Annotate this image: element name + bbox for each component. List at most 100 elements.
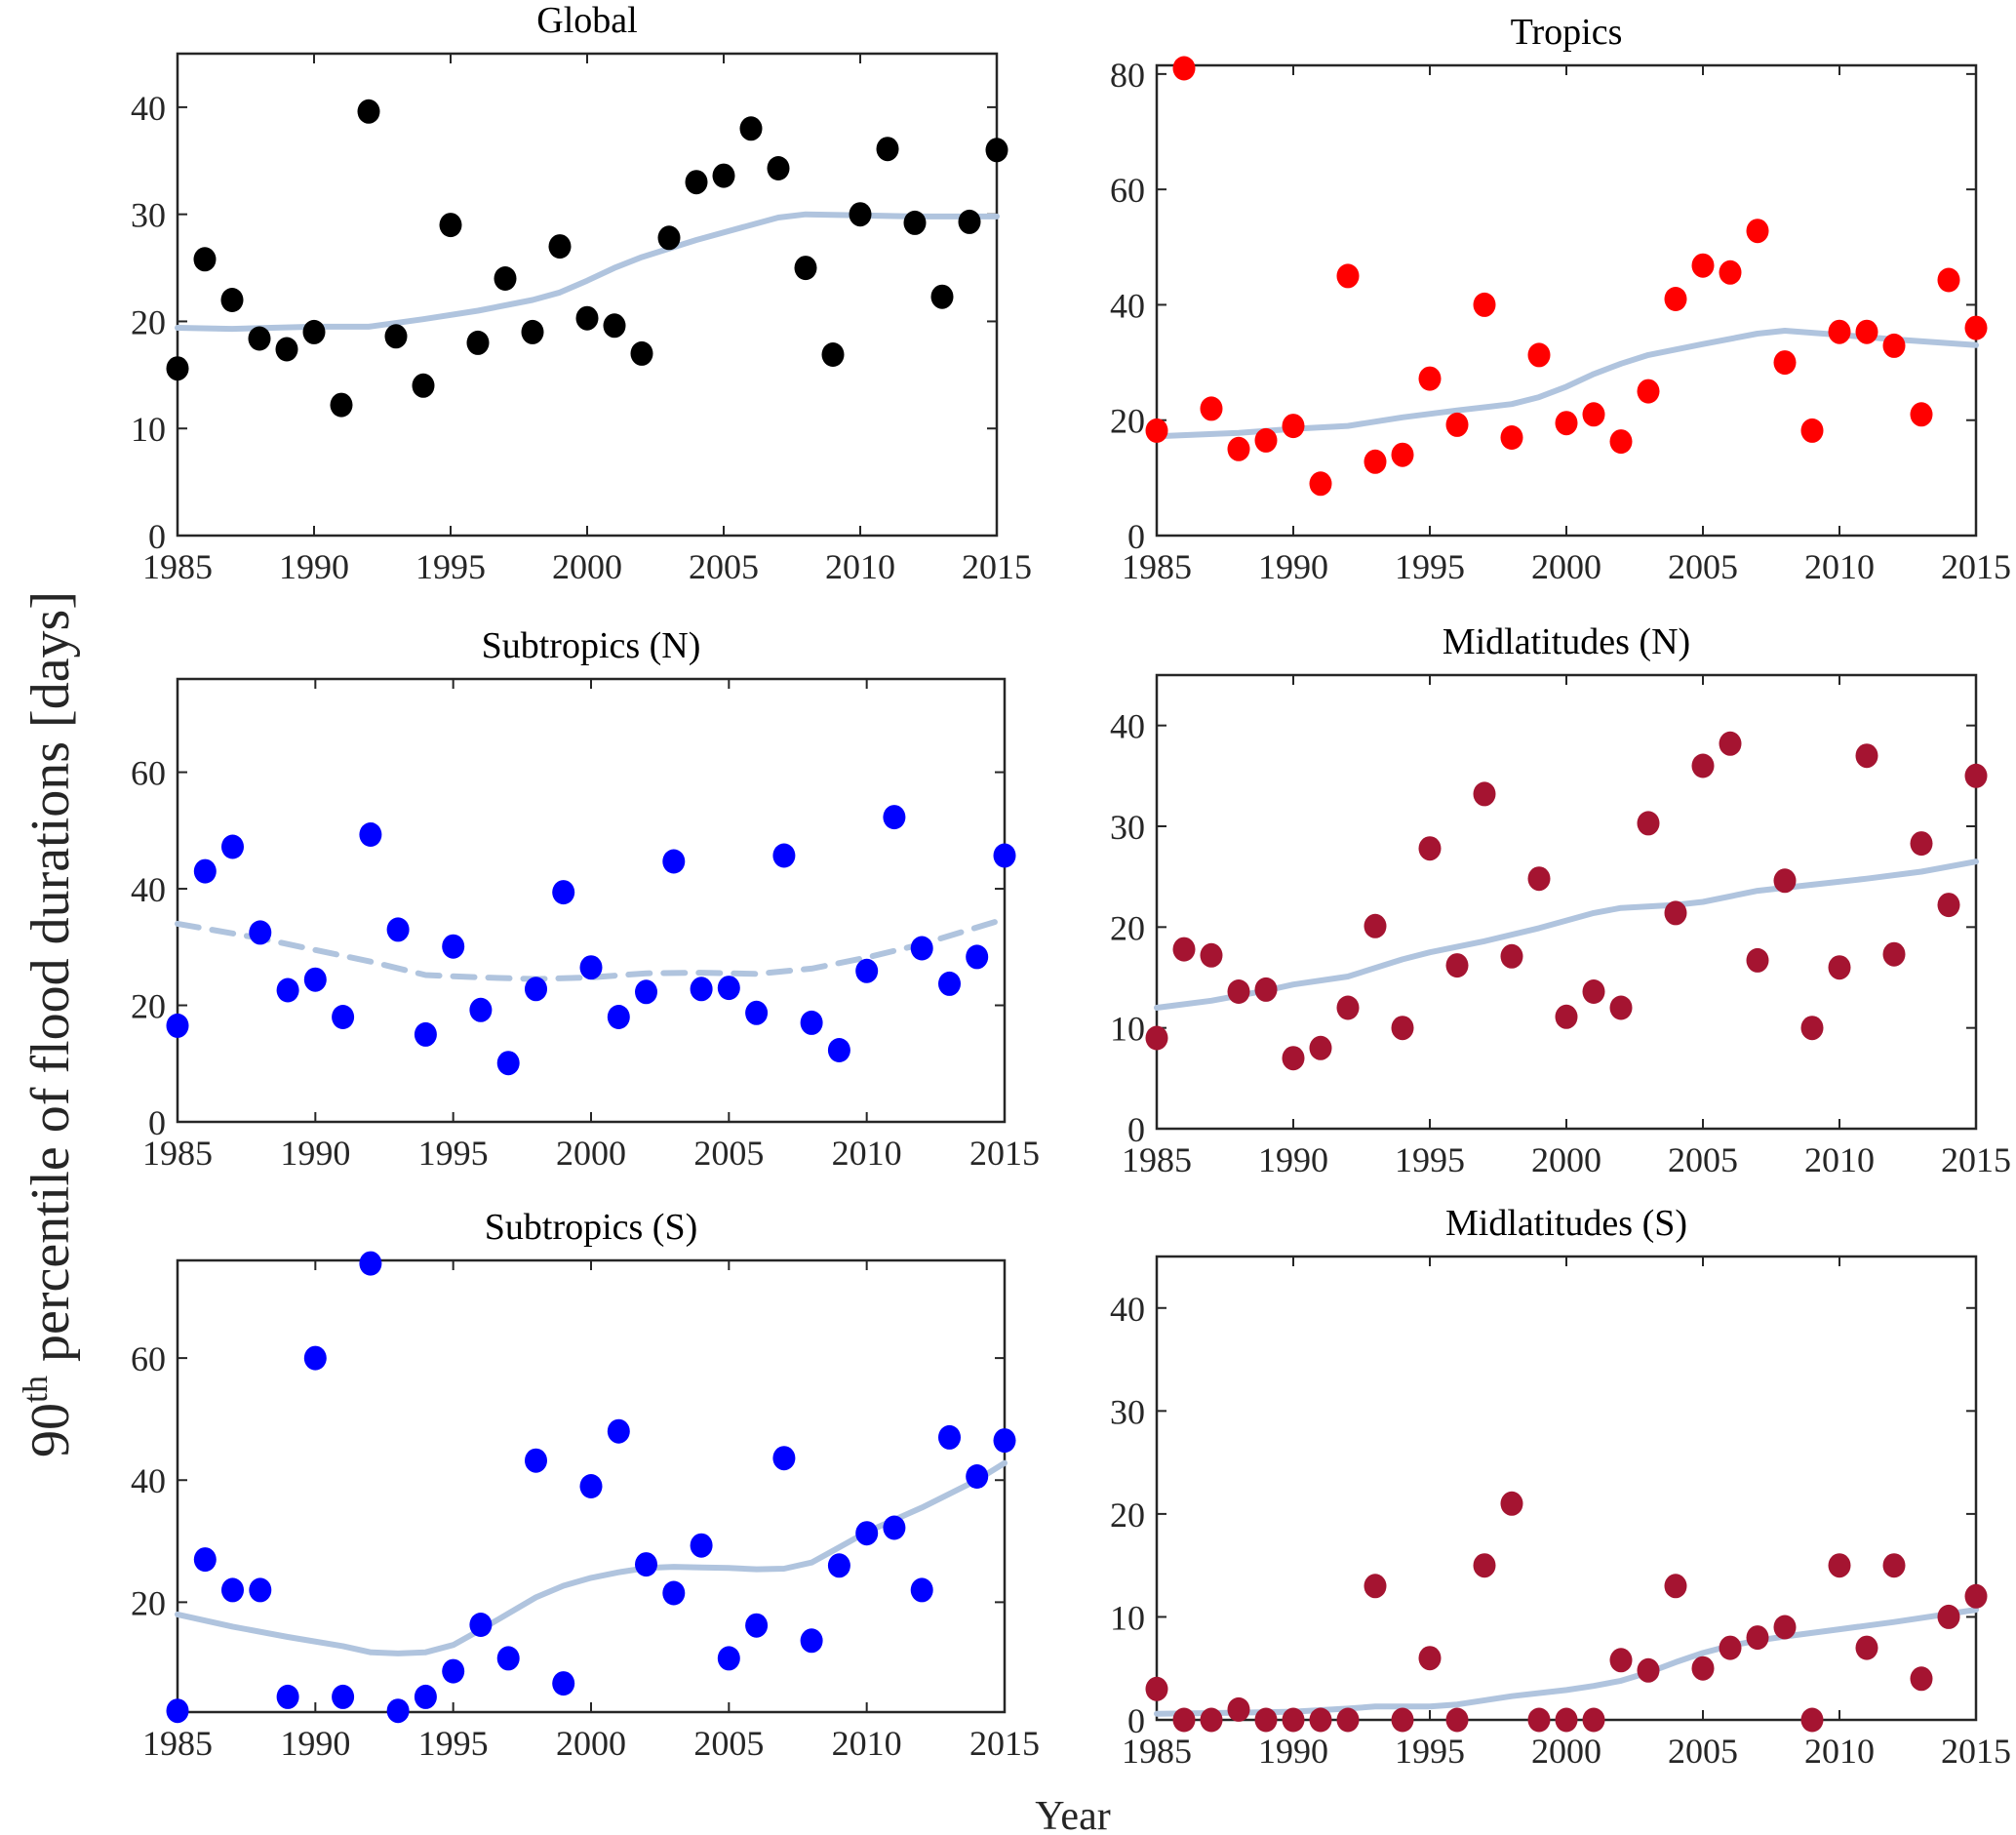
data-point-1993: [1364, 913, 1387, 938]
x-tick-label: 2000: [1531, 1140, 1601, 1179]
data-point-1986: [1172, 1707, 1196, 1733]
x-tick-label: 1990: [280, 1724, 350, 1763]
x-tick-label: 2000: [1531, 547, 1601, 586]
trend-line: [1154, 1607, 1979, 1717]
data-point-2010: [1828, 1553, 1851, 1578]
data-point-1999: [1527, 1707, 1551, 1733]
x-tick-label: 2005: [1668, 1140, 1738, 1179]
data-point-2005: [717, 976, 740, 1001]
x-tick-label: 2000: [556, 1134, 626, 1173]
x-tick-label: 2000: [556, 1724, 626, 1763]
panel-title: Midlatitudes (N): [1443, 621, 1690, 662]
data-point-1999: [1527, 866, 1551, 892]
data-point-2009: [1800, 1016, 1824, 1041]
data-point-1994: [1391, 1707, 1414, 1733]
data-point-1992: [359, 822, 382, 847]
data-point-2010: [849, 202, 872, 227]
data-point-1987: [221, 834, 244, 859]
data-point-1991: [1309, 1707, 1332, 1733]
data-point-2001: [607, 1418, 630, 1444]
y-tick-label: 40: [131, 89, 166, 128]
data-point-1985: [166, 356, 189, 381]
data-point-1990: [303, 967, 327, 992]
y-tick-label: 20: [131, 1583, 166, 1622]
y-tick-label: 40: [1110, 286, 1145, 325]
data-point-2003: [657, 225, 681, 251]
data-point-2007: [1746, 947, 1769, 973]
x-tick-label: 1995: [1395, 1732, 1465, 1771]
x-tick-label: 1990: [280, 1134, 350, 1173]
y-tick-label: 10: [1110, 1010, 1145, 1049]
data-point-2012: [910, 1577, 933, 1603]
data-point-1995: [442, 934, 465, 959]
data-point-2003: [662, 849, 686, 874]
data-point-2002: [635, 1552, 657, 1577]
data-point-2011: [883, 805, 906, 830]
data-point-1986: [1172, 56, 1196, 81]
data-point-1994: [1391, 1016, 1414, 1041]
data-point-1987: [1200, 396, 1223, 421]
data-point-2009: [1800, 1707, 1824, 1733]
data-point-2000: [1555, 1707, 1578, 1733]
x-tick-label: 2015: [969, 1724, 1040, 1763]
data-point-2011: [1855, 1635, 1878, 1660]
data-point-1985: [166, 1698, 189, 1724]
data-point-1989: [1254, 1707, 1278, 1733]
panel-title: Subtropics (N): [482, 625, 701, 666]
x-tick-label: 2010: [1804, 547, 1875, 586]
data-point-2003: [662, 1580, 686, 1606]
data-point-1997: [1473, 292, 1496, 317]
data-point-1985: [1145, 1676, 1168, 1701]
data-point-2007: [1746, 1625, 1769, 1651]
y-tick-label: 20: [1110, 908, 1145, 947]
data-point-1997: [496, 1051, 520, 1076]
panel-title: Subtropics (S): [485, 1207, 698, 1248]
data-point-2015: [1964, 315, 1988, 340]
data-point-2003: [1637, 1657, 1660, 1683]
data-point-1998: [1500, 943, 1523, 969]
data-point-1996: [1445, 412, 1469, 437]
y-tick-label: 40: [1110, 1290, 1145, 1329]
data-point-1996: [1445, 1707, 1469, 1733]
data-point-1989: [275, 337, 298, 362]
x-tick-label: 1990: [279, 547, 349, 586]
data-point-2004: [1664, 1574, 1687, 1599]
data-point-1993: [386, 1698, 410, 1724]
data-point-1985: [1145, 1025, 1168, 1051]
data-point-1992: [357, 99, 380, 124]
data-point-2005: [712, 163, 735, 188]
data-point-2004: [690, 1533, 713, 1558]
y-tick-label: 20: [131, 302, 166, 341]
data-point-1993: [1364, 449, 1387, 474]
data-point-2014: [1937, 1604, 1960, 1629]
data-point-1997: [496, 1646, 520, 1671]
data-point-2009: [827, 1038, 850, 1062]
data-point-1986: [193, 858, 217, 884]
panel-midlatitudes-n: Midlatitudes (N)1985 1990 1995 2000 2005 2010…: [1110, 621, 2011, 1179]
data-point-2010: [855, 958, 879, 983]
data-point-1992: [1336, 995, 1360, 1020]
data-point-1993: [386, 917, 410, 942]
y-tick-label: 0: [1127, 1701, 1145, 1740]
data-point-1992: [1336, 1707, 1360, 1733]
data-point-1991: [332, 1684, 355, 1709]
data-point-1989: [276, 1684, 299, 1709]
data-point-2008: [1773, 1615, 1797, 1640]
data-point-1997: [1473, 781, 1496, 807]
data-point-1991: [330, 392, 353, 418]
data-point-2000: [579, 955, 603, 980]
data-point-1999: [552, 1671, 575, 1696]
data-point-1996: [1445, 953, 1469, 978]
data-point-1992: [1336, 263, 1360, 289]
data-point-2007: [772, 1446, 796, 1471]
data-point-2007: [1746, 219, 1769, 244]
data-point-2010: [1828, 319, 1851, 344]
y-tick-label: 0: [148, 1103, 166, 1142]
data-point-2014: [966, 1464, 989, 1489]
data-point-2000: [1555, 1004, 1578, 1029]
data-point-1987: [1200, 1707, 1223, 1733]
data-point-2001: [607, 1005, 630, 1029]
data-point-2014: [1937, 893, 1960, 918]
x-tick-label: 2010: [1804, 1732, 1875, 1771]
